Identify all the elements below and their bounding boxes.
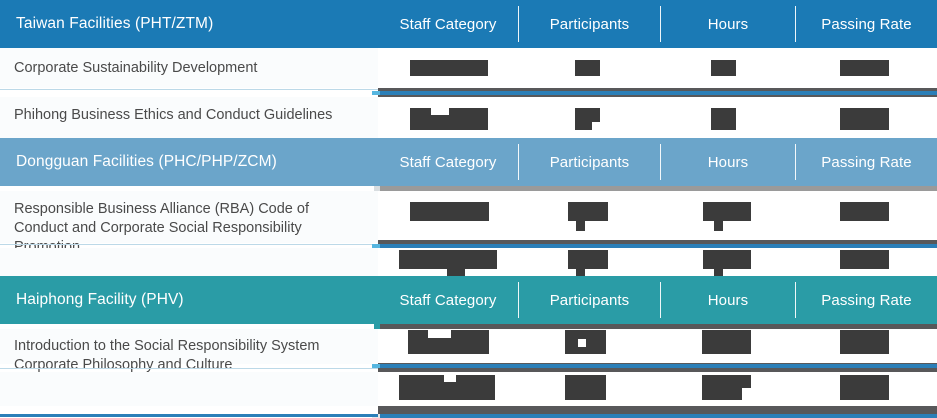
cell-value-participants [575,60,600,76]
cell-value-passing-rate [840,60,889,76]
cell-value-hours-tail [714,221,723,231]
column-header-participants[interactable]: Participants [549,153,630,171]
row-separator-left [0,368,378,369]
section-header-haiphong: Haiphong Facility (PHV) Staff Category P… [0,276,937,329]
column-divider [660,144,661,180]
column-header-row-haiphong: Staff Category Participants Hours Passin… [378,276,937,324]
table-row: Corporate Sustainability Development [0,48,937,88]
section-title-haiphong: Haiphong Facility (PHV) [0,276,378,324]
row-label-cell [0,329,378,364]
column-header-staff-category[interactable]: Staff Category [399,291,497,309]
row-label: Introduction to the Social Responsibilit… [14,338,320,373]
row-label-cell [0,372,378,406]
section-title-taiwan: Taiwan Facilities (PHT/ZTM) [0,0,378,48]
table-row: Introduction to the Social Responsibilit… [0,329,937,373]
row-separator-notch [372,91,380,95]
column-divider [660,282,661,318]
row-label-cell [0,248,378,276]
cell-value-hours-tail [714,269,723,279]
cell-value-hours-notch [742,388,751,400]
row-label: Phihong Business Ethics and Conduct Guid… [14,107,333,123]
cell-value-participants [565,375,606,400]
cell-value-participants-notch [592,122,600,130]
table-bottom-line-left [0,414,378,417]
column-divider [518,6,519,42]
row-label-cell [0,97,378,138]
section-taiwan: Taiwan Facilities (PHT/ZTM) Staff Catego… [0,0,937,138]
row-label: Corporate Sustainability Development [14,60,258,76]
cell-value-staff-category [410,108,488,130]
column-divider [795,144,796,180]
column-divider [518,282,519,318]
section-header-dongguan: Dongguan Facilities (PHC/PHP/ZCM) Staff … [0,138,937,191]
table-bottom-line [378,414,937,418]
cell-value-passing-rate [840,108,889,130]
cell-value-participants-tail [576,221,585,231]
section-header-taiwan: Taiwan Facilities (PHT/ZTM) Staff Catego… [0,0,937,48]
cell-value-hours [711,60,736,76]
cell-value-participants-tail [576,269,585,279]
table-row: Responsible Business Alliance (RBA) Code… [0,191,937,255]
table-row [0,248,937,279]
column-header-participants[interactable]: Participants [549,291,630,309]
cell-value-staff-category [410,202,489,221]
cell-value-participants [568,250,608,269]
column-header-hours[interactable]: Hours [707,15,749,33]
column-divider [518,144,519,180]
column-divider [795,282,796,318]
column-header-staff-category[interactable]: Staff Category [399,153,497,171]
row-separator-notch [372,244,380,248]
column-header-hours[interactable]: Hours [707,153,749,171]
cell-value-hours [703,250,751,269]
header-shadow-notch [374,324,380,329]
column-header-passing-rate[interactable]: Passing Rate [821,153,912,171]
row-label: Responsible Business Alliance (RBA) Code… [14,201,309,255]
cell-value-staff-category [410,60,488,76]
cell-value-passing-rate [840,202,889,221]
cell-value-passing-rate [840,375,889,400]
table-row: Phihong Business Ethics and Conduct Guid… [0,97,937,138]
section-haiphong: Haiphong Facility (PHV) Staff Category P… [0,276,937,418]
cell-value-staff-category-notch [444,375,456,382]
cell-value-passing-rate [840,250,889,269]
cell-value-hours [711,108,736,130]
table-row [0,372,937,406]
table-bottom-shadow [378,406,937,414]
cell-value-staff-category-tail [447,269,465,279]
section-dongguan: Dongguan Facilities (PHC/PHP/ZCM) Staff … [0,138,937,279]
column-header-hours[interactable]: Hours [707,291,749,309]
row-separator-left [0,89,378,90]
cell-value-hours [702,330,751,354]
column-divider [660,6,661,42]
column-header-row-dongguan: Staff Category Participants Hours Passin… [378,138,937,186]
cell-value-passing-rate [840,330,889,354]
row-separator-line [378,364,937,368]
column-header-passing-rate[interactable]: Passing Rate [821,291,912,309]
row-separator-notch [372,364,380,368]
column-header-row-taiwan: Staff Category Participants Hours Passin… [378,0,937,48]
cell-value-staff-category [399,250,497,269]
row-separator-line [378,244,937,248]
column-header-staff-category[interactable]: Staff Category [399,15,497,33]
column-header-passing-rate[interactable]: Passing Rate [821,15,912,33]
column-divider [795,6,796,42]
header-shadow [378,186,937,191]
cell-value-participants [568,202,608,221]
header-shadow-notch [374,186,380,191]
section-title-dongguan: Dongguan Facilities (PHC/PHP/ZCM) [0,138,378,186]
row-label-cell [0,48,378,88]
cell-value-staff-category-notch [428,330,451,338]
cell-value-hours [703,202,751,221]
column-header-participants[interactable]: Participants [549,15,630,33]
cell-value-participants-hole [578,339,586,347]
row-separator-line [378,91,937,95]
header-shadow [378,324,937,329]
cell-value-staff-category-notch [431,108,449,115]
row-separator-left [0,244,378,245]
row-label-cell [0,191,378,243]
